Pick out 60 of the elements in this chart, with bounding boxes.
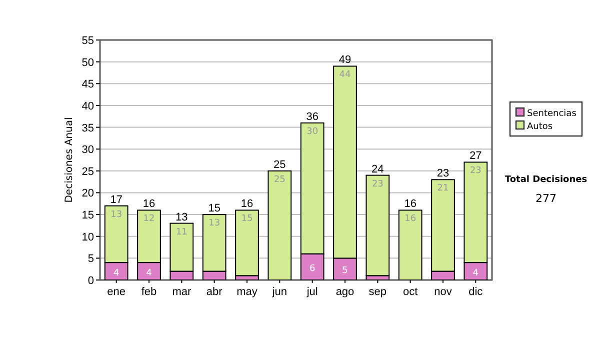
total-label: 25	[274, 158, 286, 171]
x-tick-label: dic	[468, 286, 484, 298]
x-tick-label: feb	[141, 286, 157, 298]
data-label: 4	[472, 268, 479, 278]
y-tick-label: 5	[88, 253, 94, 266]
data-label: 23	[470, 166, 482, 176]
data-label: 11	[176, 227, 188, 238]
data-label: 30	[306, 126, 318, 137]
x-tick-label: nov	[434, 286, 452, 298]
y-tick-label: 15	[82, 210, 94, 222]
total-label: 36	[306, 110, 318, 123]
total-label: 24	[372, 163, 384, 176]
data-label: 44	[339, 70, 351, 80]
total-label: 15	[208, 202, 220, 215]
data-label: 25	[274, 174, 286, 185]
data-label: 4	[146, 268, 152, 278]
x-tick-label: jul	[306, 286, 318, 298]
bar	[366, 174, 390, 276]
x-tick-label: may	[236, 286, 258, 298]
legend-label: Sentencias	[527, 109, 577, 119]
data-label: 15	[241, 214, 253, 224]
data-label: 6	[309, 264, 316, 274]
data-label: 13	[110, 210, 122, 220]
x-tick-label: mar	[172, 286, 192, 298]
y-tick-label: 45	[82, 78, 94, 91]
total-label: 16	[404, 198, 416, 210]
total-label: 13	[176, 211, 188, 224]
total-label: 16	[240, 198, 254, 210]
x-tick-label: sep	[368, 286, 387, 298]
y-axis-title: Decisiones Anual	[64, 117, 75, 203]
total-label: 49	[338, 54, 352, 66]
y-tick-label: 10	[82, 231, 94, 244]
x-tick-label: jun	[271, 286, 288, 298]
total-label: 27	[470, 150, 482, 162]
y-tick-label: 25	[82, 166, 94, 178]
x-tick-label: abr	[206, 286, 223, 298]
data-label: 12	[143, 214, 155, 224]
y-tick-label: 50	[82, 56, 94, 69]
y-tick-label: 30	[82, 144, 94, 156]
data-label: 4	[113, 268, 120, 278]
total-label: 16	[142, 198, 156, 210]
x-tick-label: ene	[107, 286, 126, 298]
text: Total Decisiones	[504, 175, 588, 185]
data-label: 21	[437, 184, 449, 194]
data-label: 13	[208, 218, 220, 229]
x-tick-label: oct	[402, 286, 418, 298]
y-tick-label: 35	[82, 122, 94, 134]
total-label: 17	[110, 194, 122, 206]
y-tick-label: 0	[88, 275, 94, 287]
x-tick-label: ago	[336, 286, 354, 298]
data-label: 23	[372, 179, 384, 190]
legend-label: Autos	[527, 122, 553, 132]
data-label: 16	[404, 214, 416, 224]
y-tick-label: 55	[82, 35, 94, 47]
bar	[235, 210, 259, 276]
data-label: 5	[342, 266, 348, 276]
y-tick-label: 20	[82, 188, 94, 200]
text: 277	[536, 192, 556, 205]
total-label: 23	[436, 168, 450, 180]
y-tick-label: 40	[82, 100, 94, 112]
